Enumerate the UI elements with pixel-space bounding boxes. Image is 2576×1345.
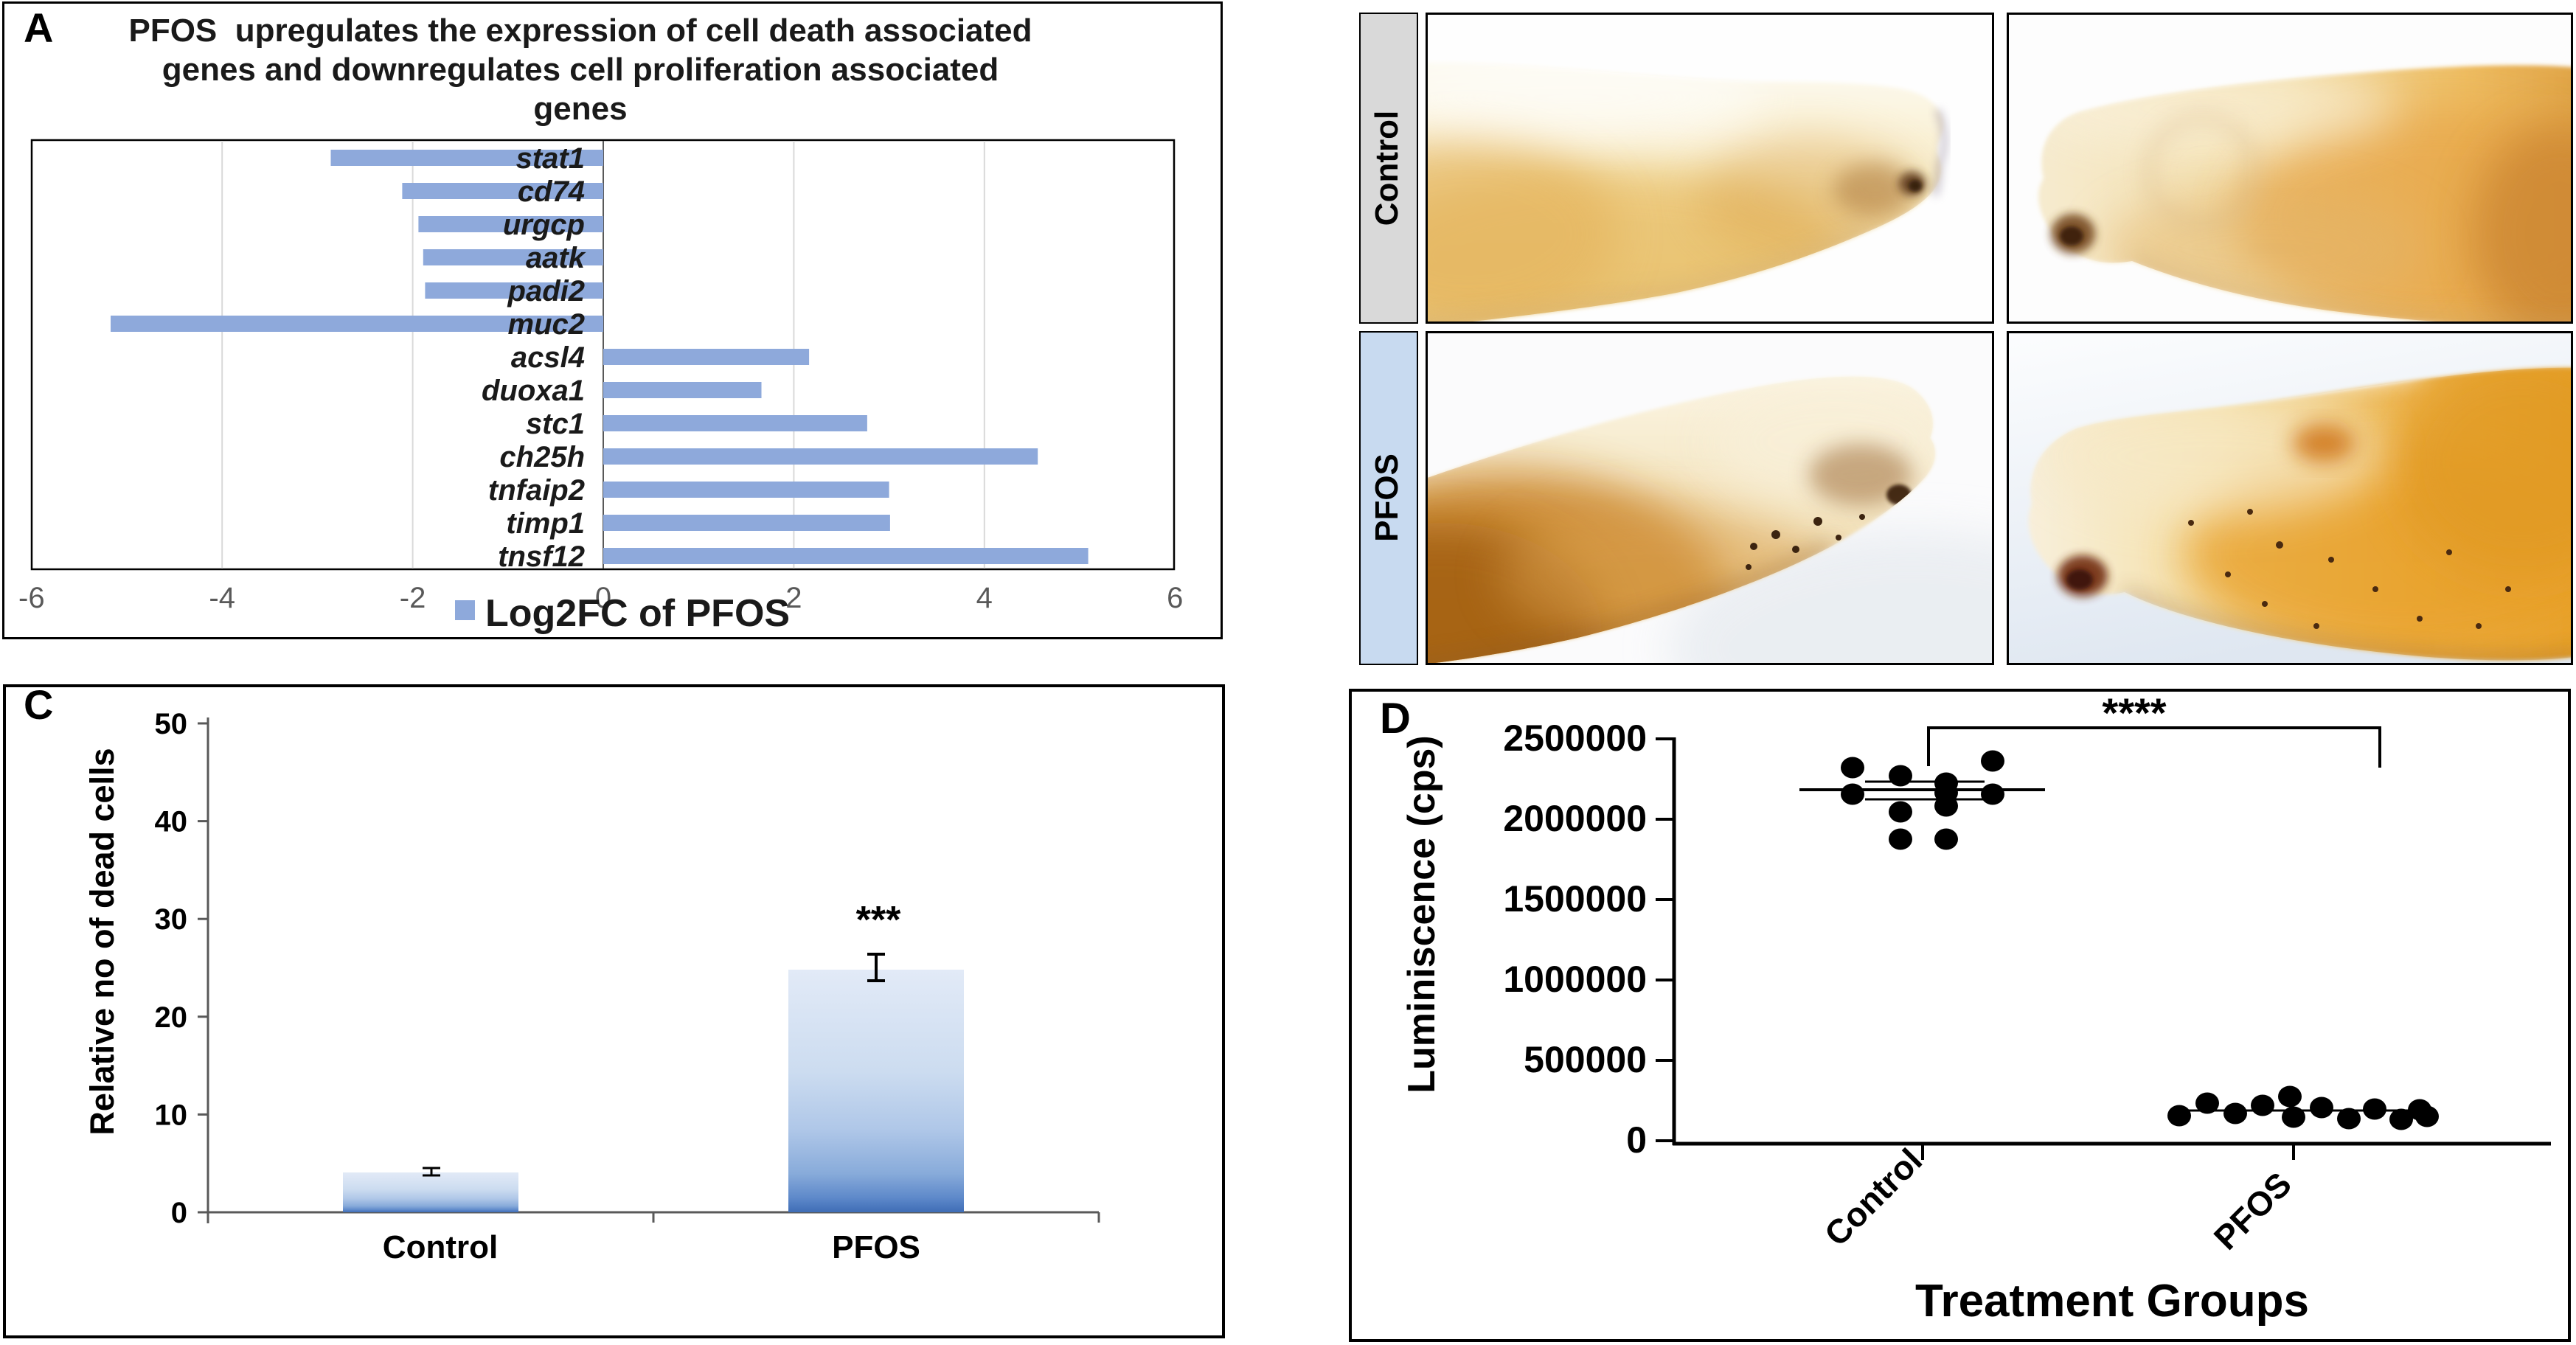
svg-text:2000000: 2000000	[1503, 798, 1647, 839]
svg-text:2500000: 2500000	[1503, 717, 1647, 759]
svg-text:1000000: 1000000	[1503, 959, 1647, 1000]
svg-text:PFOS: PFOS	[1369, 453, 1405, 542]
svg-text:500000: 500000	[1524, 1039, 1647, 1080]
svg-text:aatk: aatk	[526, 242, 586, 274]
svg-text:urgcp: urgcp	[503, 209, 585, 241]
svg-text:Control: Control	[383, 1229, 498, 1265]
svg-text:6: 6	[1167, 582, 1183, 614]
svg-text:tnsf12: tnsf12	[498, 541, 585, 573]
svg-text:genes: genes	[533, 91, 627, 127]
svg-text:acsl4: acsl4	[511, 341, 585, 374]
svg-text:-2: -2	[400, 582, 426, 614]
svg-text:stat1: stat1	[516, 142, 585, 175]
svg-text:padi2: padi2	[507, 275, 585, 307]
svg-text:Log2FC of PFOS: Log2FC of PFOS	[485, 592, 790, 635]
svg-text:tnfaip2: tnfaip2	[488, 474, 585, 507]
svg-text:muc2: muc2	[508, 308, 586, 341]
svg-text:0: 0	[1626, 1119, 1647, 1161]
svg-text:4: 4	[976, 582, 993, 614]
svg-text:1500000: 1500000	[1503, 878, 1647, 920]
svg-text:stc1: stc1	[526, 408, 585, 440]
svg-text:cd74: cd74	[518, 175, 585, 208]
svg-text:genes and downregulates cell p: genes and downregulates cell proliferati…	[162, 52, 999, 88]
svg-text:50: 50	[155, 708, 188, 740]
svg-text:0: 0	[171, 1197, 187, 1229]
svg-text:Luminiscence (cps): Luminiscence (cps)	[1400, 735, 1443, 1093]
svg-text:D: D	[1380, 695, 1411, 743]
svg-text:timp1: timp1	[506, 507, 585, 540]
svg-text:PFOS upregulates the expressi: PFOS upregulates the expression of cell …	[128, 13, 1032, 49]
svg-text:10: 10	[155, 1099, 188, 1131]
svg-text:20: 20	[155, 1001, 188, 1034]
svg-text:-6: -6	[18, 582, 45, 614]
svg-text:Control: Control	[1369, 111, 1405, 226]
svg-text:duoxa1: duoxa1	[482, 375, 585, 407]
svg-text:***: ***	[856, 899, 901, 942]
svg-text:Treatment Groups: Treatment Groups	[1915, 1276, 2309, 1327]
svg-text:ch25h: ch25h	[499, 441, 585, 473]
svg-text:C: C	[24, 684, 53, 728]
svg-text:****: ****	[2102, 689, 2166, 736]
svg-text:A: A	[24, 4, 53, 51]
svg-text:40: 40	[155, 806, 188, 838]
svg-text:0: 0	[595, 582, 611, 614]
svg-text:2: 2	[785, 582, 802, 614]
svg-text:30: 30	[155, 903, 188, 936]
svg-text:Relative no of dead cells: Relative no of dead cells	[83, 748, 121, 1135]
svg-text:-4: -4	[209, 582, 235, 614]
svg-text:PFOS: PFOS	[832, 1229, 920, 1265]
